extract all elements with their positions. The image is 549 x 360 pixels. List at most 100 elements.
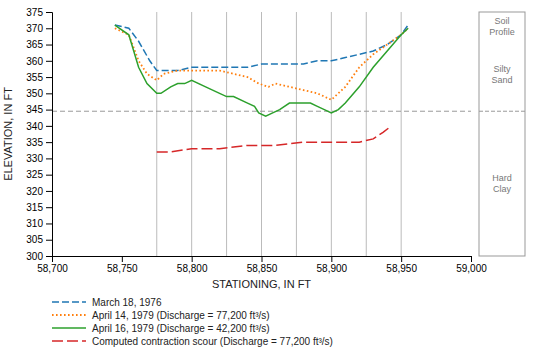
x-tick-label: 58,900: [317, 263, 348, 274]
legend-item: April 16, 1979 (Discharge = 42,200 ft³/s…: [52, 323, 270, 334]
y-tick: 300: [26, 251, 52, 262]
x-tick-label: 58,800: [177, 263, 208, 274]
y-tick: 350: [26, 88, 52, 99]
soil-profile: SoilProfile SiltySand HardClay: [479, 12, 525, 256]
y-tick-label: 365: [26, 39, 43, 50]
y-tick-mark: [46, 240, 52, 241]
legend-item: Computed contraction scour (Discharge = …: [52, 336, 333, 347]
y-tick-mark: [46, 45, 52, 46]
y-tick: 345: [26, 104, 52, 115]
y-tick-label: 310: [26, 218, 43, 229]
y-tick: 375: [26, 7, 52, 18]
soil-profile-label: SoilProfile: [489, 16, 515, 37]
series-line: [115, 25, 408, 116]
x-tick: 58,900: [317, 256, 348, 274]
legend-label: Computed contraction scour (Discharge = …: [92, 336, 333, 347]
y-tick-mark: [46, 175, 52, 176]
y-tick-label: 350: [26, 88, 43, 99]
y-tick: 360: [26, 56, 52, 67]
x-tick-label: 59,000: [456, 263, 487, 274]
chart: 58,700 58,750 58,800 58,850 58,900 58,950 59,0…: [0, 0, 549, 360]
station-line: [366, 12, 367, 256]
legend-swatch: [52, 314, 86, 316]
y-tick-label: 320: [26, 186, 43, 197]
y-tick-mark: [46, 191, 52, 192]
x-tick: 58,750: [107, 256, 138, 274]
y-tick: 325: [26, 169, 52, 180]
y-tick-label: 355: [26, 72, 43, 83]
soil-profile-label-line: Profile: [489, 27, 515, 37]
x-tick-label: 58,750: [107, 263, 138, 274]
x-axis-line: [53, 257, 472, 263]
legend: March 18, 1976 April 14, 1979 (Discharge …: [52, 297, 333, 347]
legend-label: April 16, 1979 (Discharge = 42,200 ft³/s…: [92, 323, 270, 334]
y-tick: 355: [26, 72, 52, 83]
y-tick-mark: [46, 61, 52, 62]
y-tick-mark: [46, 77, 52, 78]
legend-swatch: [52, 327, 86, 329]
y-tick-label: 360: [26, 56, 43, 67]
y-tick: 320: [26, 186, 52, 197]
x-tick-mark: [192, 256, 193, 262]
y-tick-label: 325: [26, 169, 43, 180]
station-line: [226, 12, 227, 256]
y-tick-mark: [46, 110, 52, 111]
y-tick: 315: [26, 202, 52, 213]
x-tick: 58,850: [247, 256, 278, 274]
series-line: [115, 28, 408, 100]
y-tick-label: 335: [26, 137, 43, 148]
x-tick-mark: [331, 256, 332, 262]
y-axis-title: ELEVATION, IN FT: [2, 87, 14, 181]
y-tick-mark: [46, 12, 52, 13]
legend-swatch: [52, 301, 86, 303]
y-tick-label: 340: [26, 121, 43, 132]
soil-layer-label-line: Sand: [491, 75, 512, 85]
data-area: [52, 12, 471, 256]
y-axis-line: [46, 13, 53, 257]
soil-layer-label-line: Silty: [493, 64, 511, 74]
y-tick-mark: [46, 142, 52, 143]
legend-swatch: [52, 340, 86, 342]
x-tick: 58,950: [386, 256, 417, 274]
soil-layer-label-line: Hard: [492, 173, 512, 183]
x-tick-label: 58,700: [37, 263, 68, 274]
series-line: [115, 25, 408, 71]
y-tick-label: 375: [26, 7, 43, 18]
station-line: [191, 12, 192, 256]
y-tick-label: 300: [26, 251, 43, 262]
station-line: [331, 12, 332, 256]
y-tick-mark: [46, 158, 52, 159]
y-tick-label: 370: [26, 23, 43, 34]
y-tick-mark: [46, 223, 52, 224]
soil-boundary-line: [52, 111, 471, 112]
y-tick: 305: [26, 234, 52, 245]
station-line: [401, 12, 402, 256]
y-tick: 335: [26, 137, 52, 148]
soil-boundary: [479, 111, 525, 112]
legend-label: April 14, 1979 (Discharge = 77,200 ft³/s…: [92, 310, 270, 321]
legend-item: April 14, 1979 (Discharge = 77,200 ft³/s…: [52, 310, 270, 321]
x-axis: 58,700 58,750 58,800 58,850 58,900 58,950 59,0…: [37, 256, 487, 274]
y-tick-label: 305: [26, 234, 43, 245]
x-tick-mark: [471, 256, 472, 262]
station-line: [156, 12, 157, 256]
y-tick-label: 345: [26, 104, 43, 115]
soil-layer-label-line: Clay: [493, 184, 512, 194]
x-tick-label: 58,950: [386, 263, 417, 274]
y-tick: 310: [26, 218, 52, 229]
series-line: [157, 126, 392, 152]
soil-box: [479, 12, 525, 256]
y-tick-mark: [46, 28, 52, 29]
legend-label: March 18, 1976: [92, 297, 162, 308]
y-tick: 370: [26, 23, 52, 34]
soil-profile-label-line: Soil: [494, 16, 509, 26]
y-tick-label: 330: [26, 153, 43, 164]
y-tick: 365: [26, 39, 52, 50]
x-tick: 59,000: [456, 256, 487, 274]
x-tick-mark: [122, 256, 123, 262]
station-line: [261, 12, 262, 256]
y-tick-mark: [46, 207, 52, 208]
soil-layer-label: HardClay: [492, 173, 512, 194]
soil-layer-label: SiltySand: [491, 64, 512, 85]
y-tick-mark: [46, 126, 52, 127]
